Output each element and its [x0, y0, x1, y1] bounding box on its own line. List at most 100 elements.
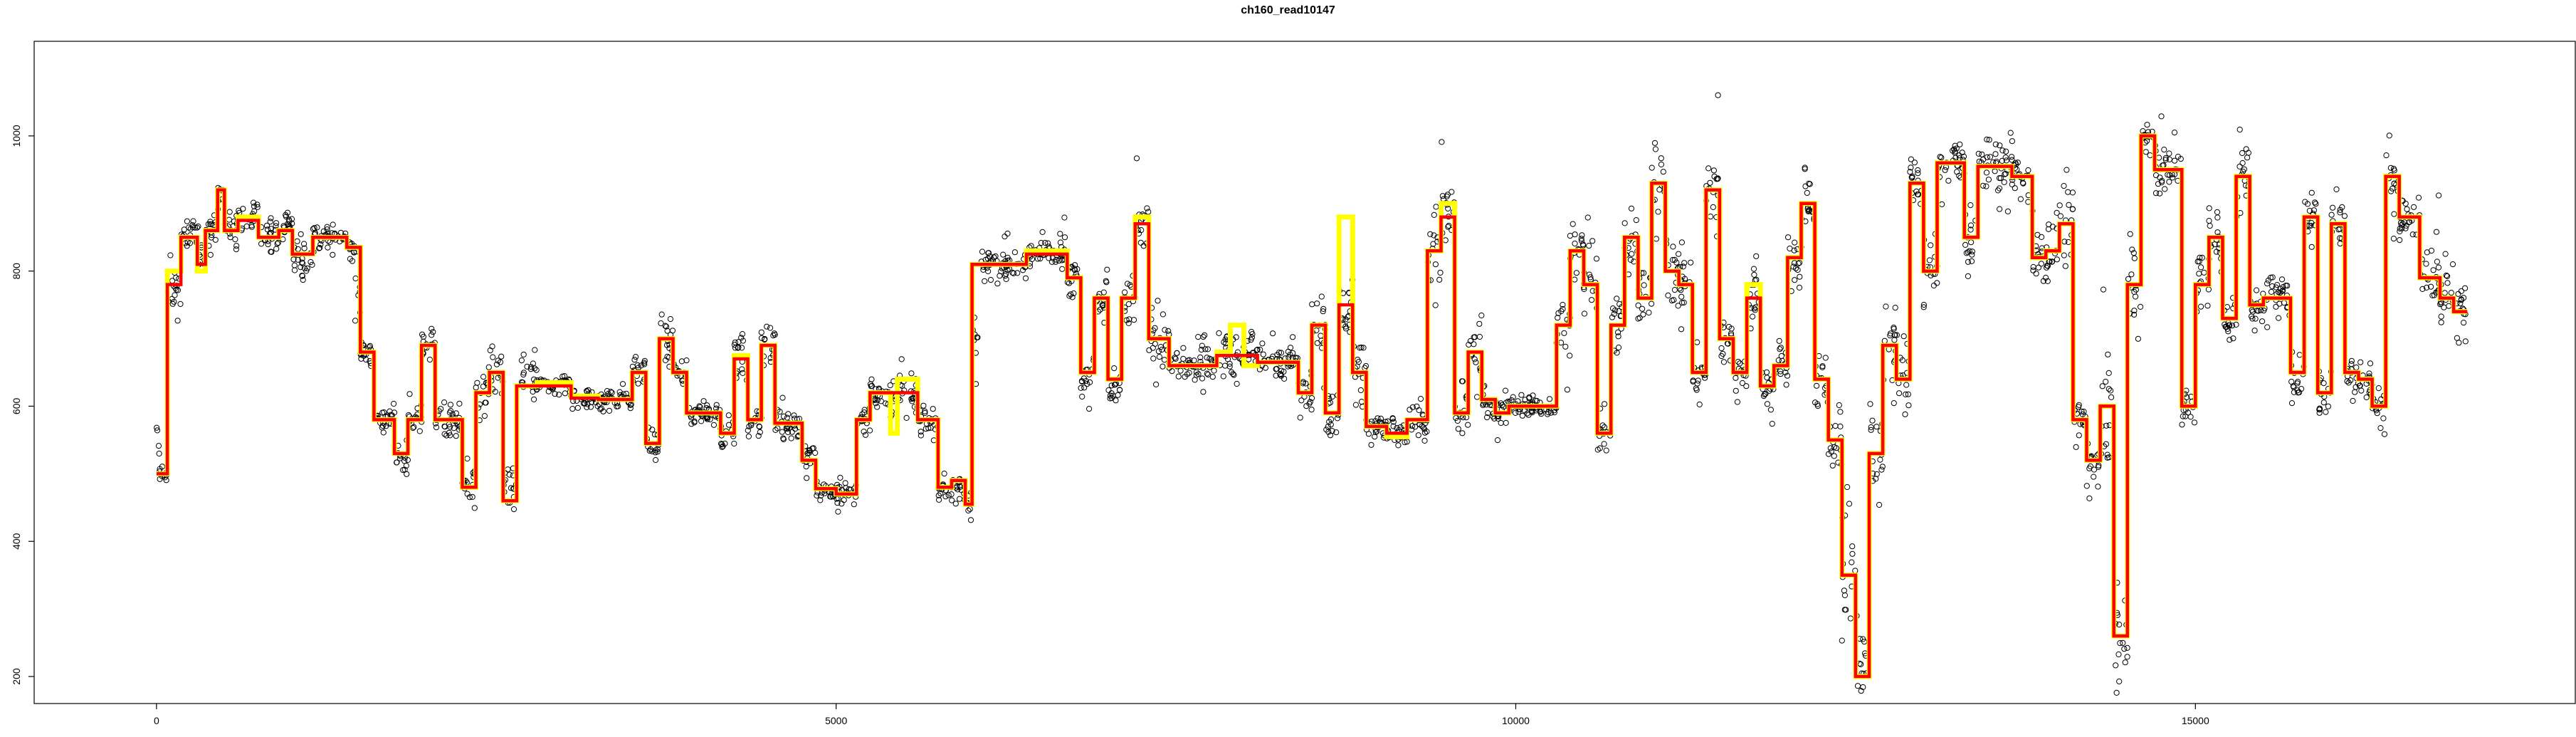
data-point [1104, 266, 1110, 273]
data-point [1983, 183, 1989, 189]
data-point [691, 419, 698, 426]
data-point [2348, 377, 2354, 384]
data-point [1314, 340, 1320, 346]
data-point [480, 383, 487, 390]
data-point [2049, 258, 2056, 265]
data-point [226, 209, 233, 215]
data-point [2441, 304, 2447, 310]
data-point [1837, 423, 1844, 430]
data-point [1162, 327, 1168, 333]
data-point [2225, 328, 2231, 335]
data-point [1715, 92, 1721, 98]
data-point [710, 422, 717, 428]
data-point [387, 408, 393, 414]
data-point [1059, 266, 1066, 272]
data-point [2172, 157, 2178, 164]
data-point [1195, 371, 1202, 377]
data-point [2214, 214, 2221, 221]
data-point [1739, 380, 1745, 387]
data-point [1578, 236, 1584, 242]
data-point [1500, 404, 1507, 410]
data-point [1743, 383, 1750, 390]
data-point [2388, 188, 2394, 194]
data-point [1409, 423, 1416, 429]
data-point [268, 249, 274, 255]
data-point [1002, 273, 1009, 279]
data-point [2277, 286, 2283, 292]
data-point [347, 256, 353, 262]
data-point [1787, 245, 1793, 252]
data-point [1372, 429, 1379, 436]
data-point [2125, 276, 2132, 282]
data-point [731, 342, 738, 348]
data-point [1733, 375, 1739, 381]
data-point [1710, 167, 1717, 174]
data-point [317, 244, 323, 251]
data-point [2227, 322, 2233, 329]
data-point [2155, 181, 2162, 187]
data-point [1775, 357, 1782, 364]
data-point [2374, 410, 2380, 417]
data-point [2012, 185, 2018, 192]
data-point [405, 412, 412, 419]
data-point [2156, 155, 2162, 161]
data-point [207, 221, 214, 227]
data-point [683, 357, 690, 364]
data-point [1394, 424, 1400, 432]
data-point [635, 380, 641, 387]
data-point [273, 246, 280, 252]
data-point [1635, 302, 1641, 308]
data-point [1153, 381, 1160, 388]
data-point [1831, 453, 1837, 459]
data-point [2350, 397, 2356, 404]
data-point [552, 391, 558, 397]
data-point [1449, 189, 1455, 195]
data-point [2462, 338, 2469, 345]
y-tick-label: 800 [11, 263, 22, 280]
data-point [284, 209, 291, 216]
data-point [1909, 173, 1915, 179]
data-point [678, 358, 685, 365]
data-point [2044, 278, 2051, 284]
data-point [1968, 239, 1975, 246]
data-point [1903, 391, 1909, 398]
data-point [1216, 330, 1222, 336]
data-point [2144, 122, 2150, 128]
data-point [1174, 350, 1180, 356]
data-point [1107, 392, 1114, 399]
data-point [909, 398, 915, 404]
data-point [510, 506, 517, 513]
data-point [837, 474, 843, 481]
data-point [1314, 300, 1320, 307]
data-point [1439, 193, 1446, 199]
data-point [2294, 387, 2301, 394]
data-point [2298, 386, 2305, 392]
data-point [1966, 248, 1972, 254]
data-point [2224, 304, 2231, 310]
data-point [2162, 155, 2169, 162]
data-point [2056, 202, 2063, 209]
data-point [1086, 406, 1093, 412]
data-point [2222, 323, 2229, 330]
data-point [2179, 422, 2185, 428]
data-point [758, 329, 764, 335]
data-point [1290, 334, 1296, 340]
data-point [791, 412, 797, 419]
data-point [1320, 305, 1327, 312]
data-point [745, 427, 751, 434]
data-point [1257, 346, 1263, 353]
data-point [1597, 445, 1603, 451]
data-point [2424, 249, 2430, 256]
data-point [918, 432, 925, 439]
data-point [1105, 387, 1112, 394]
data-point [698, 418, 705, 424]
data-point [2183, 387, 2189, 394]
data-point [1987, 154, 1994, 160]
data-point [1278, 350, 1285, 356]
data-point [1920, 301, 1927, 308]
data-point [739, 366, 745, 372]
data-point [935, 492, 942, 498]
data-point [267, 219, 273, 225]
data-point [1518, 392, 1525, 398]
data-point [1390, 419, 1397, 425]
